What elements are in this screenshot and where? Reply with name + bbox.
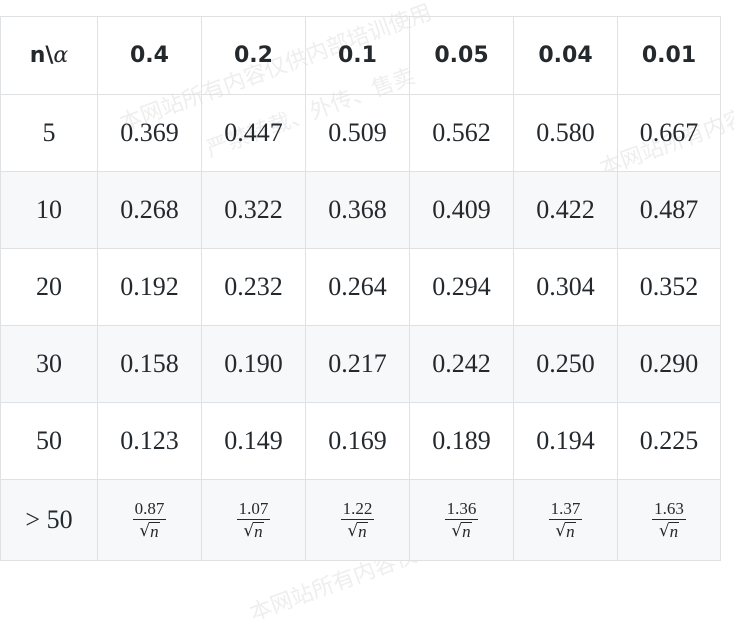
radicand: n [357, 522, 368, 541]
value-cell: 0.409 [409, 171, 514, 249]
fraction-denominator: √ n [347, 520, 368, 541]
value-cell: 0.369 [97, 94, 202, 172]
sqrt-icon: √ [243, 521, 255, 541]
fraction-bar [548, 519, 583, 520]
value-cell: 0.268 [97, 171, 202, 249]
table-row: 50 0.123 0.149 0.169 0.189 0.194 0.225 [0, 402, 721, 480]
value-cell: 0.242 [409, 325, 514, 403]
row-n-cell: 5 [0, 94, 98, 172]
fraction-denominator: √ n [658, 520, 680, 541]
table-row: 5 0.369 0.447 0.509 0.562 0.580 0.667 [0, 94, 721, 172]
alpha-header-cell: 0.4 [97, 16, 202, 95]
corner-header-cell: n\α [0, 16, 98, 95]
fraction-bar [132, 519, 167, 520]
fraction: 1.36 √ n [444, 499, 479, 541]
radicand: n [253, 522, 264, 541]
row-n-cell: 20 [0, 248, 98, 326]
fraction: 1.07 √ n [236, 499, 271, 541]
fraction-bar [236, 519, 271, 520]
value-cell: 0.250 [513, 325, 618, 403]
value-cell: 0.422 [513, 171, 618, 249]
sqrt-icon: √ [555, 521, 567, 541]
formula-cell: 1.37 √ n [513, 479, 618, 561]
fraction-numerator: 1.07 [238, 499, 269, 518]
value-cell: 0.368 [305, 171, 410, 249]
row-n-cell: 10 [0, 171, 98, 249]
row-n-cell: 30 [0, 325, 98, 403]
value-cell: 0.123 [97, 402, 202, 480]
alpha-header-cell: 0.04 [513, 16, 618, 95]
value-cell: 0.264 [305, 248, 410, 326]
fraction-denominator: √ n [139, 520, 160, 541]
fraction: 1.37 √ n [548, 499, 583, 541]
row-n-cell: > 50 [0, 479, 98, 561]
fraction-denominator: √ n [555, 520, 576, 541]
value-cell: 0.294 [409, 248, 514, 326]
fraction-bar [652, 519, 686, 520]
alpha-header-cell: 0.01 [617, 16, 721, 95]
radicand: n [565, 522, 576, 541]
row-n-cell: 50 [0, 402, 98, 480]
radicand: n [149, 522, 160, 541]
radicand: n [668, 522, 680, 541]
fraction-bar [340, 519, 375, 520]
sqrt-icon: √ [347, 521, 359, 541]
formula-cell: 1.07 √ n [201, 479, 306, 561]
sqrt-icon: √ [451, 521, 463, 541]
table-row: 30 0.158 0.190 0.217 0.242 0.250 0.290 [0, 325, 721, 403]
fraction-bar [444, 519, 479, 520]
table-container: n\α 0.4 0.2 0.1 0.05 0.04 0.01 5 0.369 0… [0, 16, 721, 561]
value-cell: 0.447 [201, 94, 306, 172]
sqrt-icon: √ [658, 521, 670, 541]
value-cell: 0.232 [201, 248, 306, 326]
corner-header-prefix: n\ [29, 43, 54, 68]
fraction: 0.87 √ n [132, 499, 167, 541]
table-row: 20 0.192 0.232 0.264 0.294 0.304 0.352 [0, 248, 721, 326]
value-cell: 0.304 [513, 248, 618, 326]
fraction: 1.22 √ n [340, 499, 375, 541]
value-cell: 0.189 [409, 402, 514, 480]
row-n-label: > 50 [25, 505, 73, 534]
table-row: 10 0.268 0.322 0.368 0.409 0.422 0.487 [0, 171, 721, 249]
value-cell: 0.194 [513, 402, 618, 480]
formula-cell: 0.87 √ n [97, 479, 202, 561]
value-cell: 0.217 [305, 325, 410, 403]
formula-cell: 1.63 √ n [617, 479, 721, 561]
value-cell: 0.562 [409, 94, 514, 172]
value-cell: 0.322 [201, 171, 306, 249]
alpha-header-cell: 0.1 [305, 16, 410, 95]
value-cell: 0.487 [617, 171, 721, 249]
fraction-numerator: 0.87 [134, 499, 165, 518]
critical-values-table: n\α 0.4 0.2 0.1 0.05 0.04 0.01 5 0.369 0… [0, 16, 721, 561]
value-cell: 0.192 [97, 248, 202, 326]
value-cell: 0.580 [513, 94, 618, 172]
value-cell: 0.225 [617, 402, 721, 480]
value-cell: 0.509 [305, 94, 410, 172]
fraction-numerator: 1.36 [446, 499, 477, 518]
sqrt-icon: √ [139, 521, 151, 541]
fraction-denominator: √ n [243, 520, 264, 541]
fraction-numerator: 1.22 [342, 499, 373, 518]
value-cell: 0.158 [97, 325, 202, 403]
fraction-numerator: 1.37 [550, 499, 581, 518]
header-row: n\α 0.4 0.2 0.1 0.05 0.04 0.01 [0, 16, 721, 95]
table-row-formula: > 50 0.87 √ n 1.07 √ n 1.22 √ n 1.36 √ n 1.37 √ n … [0, 479, 721, 561]
fraction: 1.63 √ n [652, 500, 686, 540]
alpha-header-cell: 0.2 [201, 16, 306, 95]
fraction-numerator: 1.63 [654, 499, 684, 518]
value-cell: 0.149 [201, 402, 306, 480]
value-cell: 0.169 [305, 402, 410, 480]
alpha-symbol: α [53, 43, 69, 68]
formula-cell: 1.36 √ n [409, 479, 514, 561]
value-cell: 0.667 [617, 94, 721, 172]
value-cell: 0.290 [617, 325, 721, 403]
fraction-denominator: √ n [451, 520, 472, 541]
formula-cell: 1.22 √ n [305, 479, 410, 561]
alpha-header-cell: 0.05 [409, 16, 514, 95]
radicand: n [461, 522, 472, 541]
value-cell: 0.352 [617, 248, 721, 326]
value-cell: 0.190 [201, 325, 306, 403]
